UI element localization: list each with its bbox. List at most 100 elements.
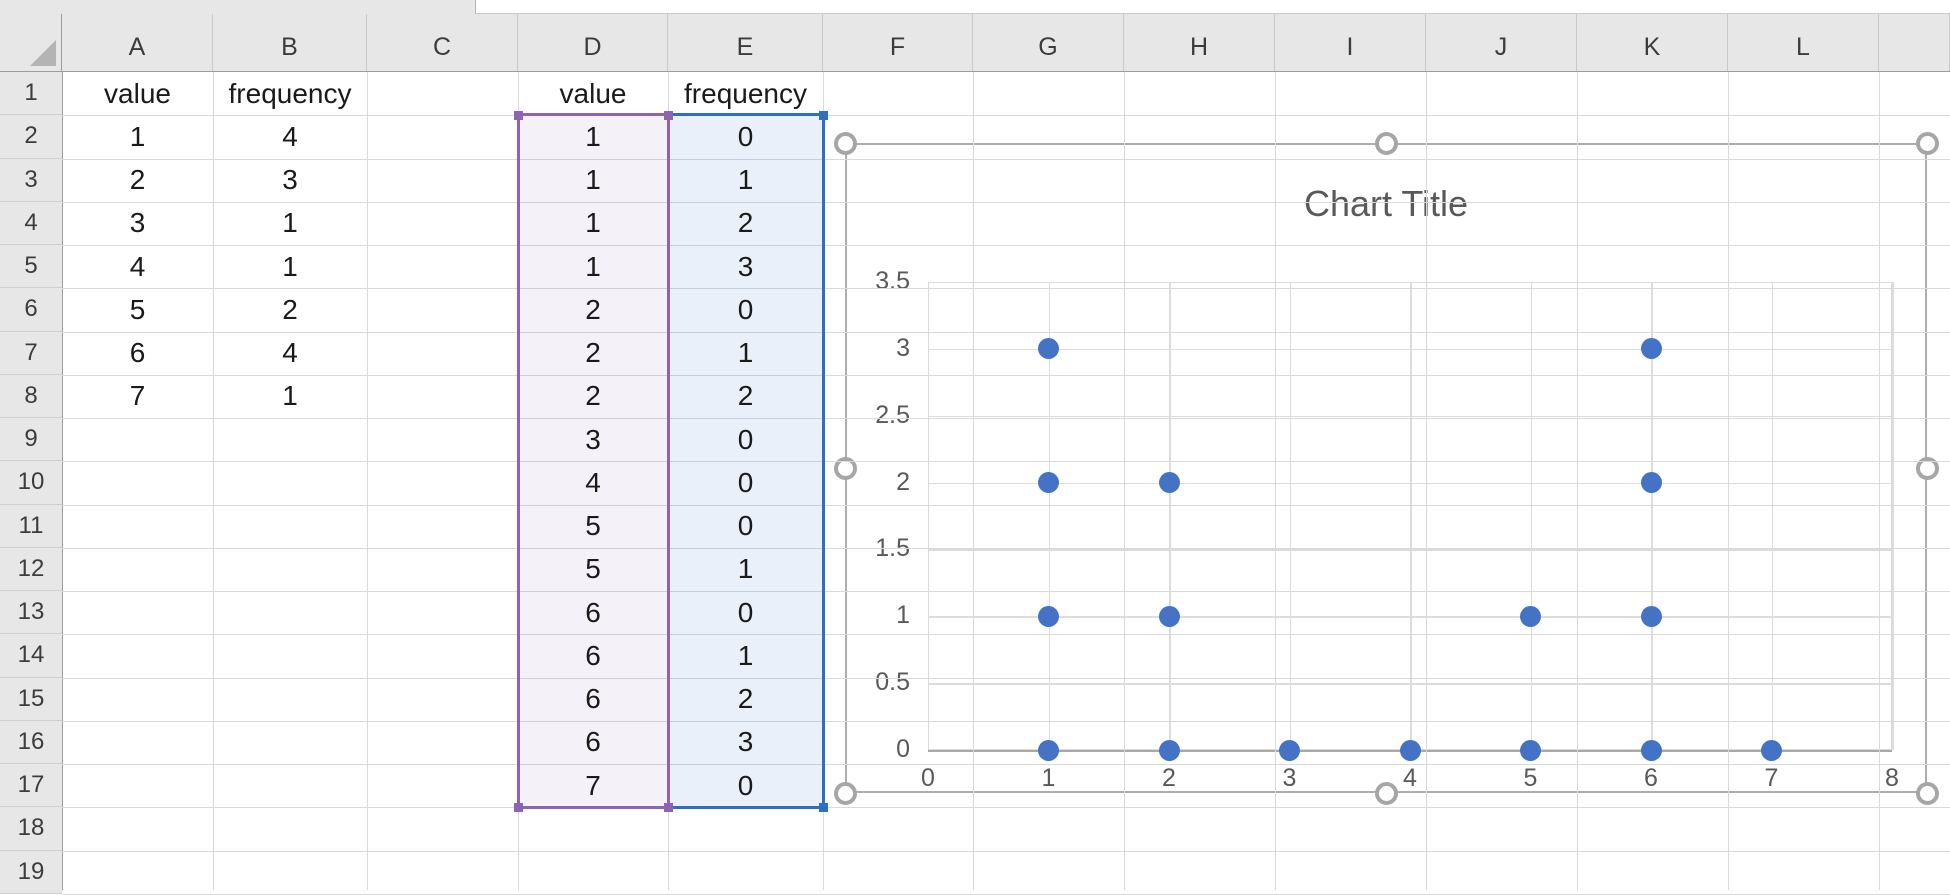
selected-range-frequencies-border[interactable]	[667, 113, 825, 810]
range-resize-handle[interactable]	[664, 111, 673, 121]
row-header-15[interactable]: 15	[0, 677, 62, 721]
row-header-17[interactable]: 17	[0, 764, 62, 808]
range-resize-handle[interactable]	[514, 111, 523, 121]
cell-D2[interactable]: 1	[585, 120, 601, 152]
column-header-F[interactable]: F	[823, 14, 973, 71]
column-header-I[interactable]: I	[1275, 14, 1426, 71]
row-header-3[interactable]: 3	[0, 158, 62, 202]
cell-E2[interactable]: 0	[737, 120, 754, 152]
column-header-D[interactable]: D	[518, 14, 668, 71]
cell-E4[interactable]: 2	[737, 207, 754, 239]
cell-E11[interactable]: 0	[737, 510, 754, 542]
cell-B3[interactable]: 3	[282, 164, 298, 196]
cell-D6[interactable]: 2	[585, 293, 601, 325]
row-header-16[interactable]: 16	[0, 720, 62, 764]
data-point[interactable]	[1038, 605, 1059, 627]
cell-A8[interactable]: 7	[129, 380, 146, 412]
cell-B5[interactable]: 1	[282, 250, 298, 282]
cell-A4[interactable]: 3	[129, 207, 146, 239]
cell-D15[interactable]: 6	[585, 683, 601, 715]
cell-A7[interactable]: 6	[129, 337, 146, 369]
cell-D10[interactable]: 4	[585, 466, 601, 498]
chart-resize-handle[interactable]	[834, 782, 857, 805]
column-header-C[interactable]: C	[367, 14, 518, 71]
data-point[interactable]	[1520, 605, 1541, 627]
cell-E1[interactable]: frequency	[684, 77, 807, 109]
row-header-8[interactable]: 8	[0, 374, 62, 418]
chart-title[interactable]: Chart Title	[1303, 183, 1469, 224]
cell-B4[interactable]: 1	[282, 207, 298, 239]
row-header-6[interactable]: 6	[0, 288, 62, 332]
data-point[interactable]	[1640, 472, 1662, 494]
cell-D5[interactable]: 1	[585, 250, 601, 282]
data-point[interactable]	[1640, 739, 1662, 761]
cell-A1[interactable]: value	[104, 77, 171, 109]
row-header-9[interactable]: 9	[0, 418, 62, 462]
cell-D1[interactable]: value	[559, 77, 627, 109]
chart-resize-handle[interactable]	[834, 132, 857, 155]
data-point[interactable]	[1399, 739, 1421, 761]
row-header-12[interactable]: 12	[0, 547, 62, 591]
row-header-14[interactable]: 14	[0, 634, 62, 678]
cell-E17[interactable]: 0	[737, 769, 754, 801]
column-header-A[interactable]: A	[62, 14, 213, 71]
cell-E14[interactable]: 1	[737, 639, 754, 671]
cell-E5[interactable]: 3	[737, 250, 754, 282]
cell-D4[interactable]: 1	[585, 207, 601, 239]
cell-D13[interactable]: 6	[585, 596, 601, 628]
range-resize-handle[interactable]	[819, 111, 828, 121]
column-header-E[interactable]: E	[668, 14, 823, 71]
cell-E13[interactable]: 0	[737, 596, 754, 628]
data-point[interactable]	[1158, 739, 1180, 761]
data-point[interactable]	[1038, 472, 1059, 494]
chart-resize-handle[interactable]	[1916, 782, 1939, 805]
cell-D3[interactable]: 1	[585, 164, 601, 196]
data-point[interactable]	[1640, 605, 1662, 627]
row-header-10[interactable]: 10	[0, 461, 62, 505]
data-point[interactable]	[1158, 605, 1180, 627]
row-header-18[interactable]: 18	[0, 807, 62, 851]
range-resize-handle[interactable]	[514, 803, 523, 813]
data-point[interactable]	[1761, 739, 1782, 761]
selected-range-values-border[interactable]	[517, 113, 670, 810]
data-point[interactable]	[1640, 338, 1662, 360]
cell-D11[interactable]: 5	[585, 510, 601, 542]
column-header-partial[interactable]	[1879, 14, 1950, 71]
column-header-K[interactable]: K	[1577, 14, 1728, 71]
cell-E9[interactable]: 0	[737, 423, 754, 455]
column-header-J[interactable]: J	[1426, 14, 1577, 71]
cell-D12[interactable]: 5	[585, 553, 601, 585]
column-header-L[interactable]: L	[1728, 14, 1879, 71]
cell-D7[interactable]: 2	[585, 337, 601, 369]
cell-E10[interactable]: 0	[737, 466, 754, 498]
cell-A2[interactable]: 1	[129, 120, 146, 152]
cell-B6[interactable]: 2	[282, 293, 298, 325]
cell-B1[interactable]: frequency	[228, 77, 352, 109]
cell-E16[interactable]: 3	[737, 726, 754, 758]
cell-D8[interactable]: 2	[585, 380, 601, 412]
row-header-4[interactable]: 4	[0, 201, 62, 245]
row-header-11[interactable]: 11	[0, 504, 62, 548]
row-header-1[interactable]: 1	[0, 72, 62, 116]
column-header-B[interactable]: B	[213, 14, 367, 71]
data-point[interactable]	[1520, 739, 1541, 761]
cell-D17[interactable]: 7	[585, 769, 601, 801]
chart-resize-handle[interactable]	[1916, 457, 1939, 480]
chart-resize-handle[interactable]	[1375, 782, 1398, 805]
cell-E15[interactable]: 2	[737, 683, 754, 715]
range-resize-handle[interactable]	[819, 803, 828, 813]
chart-resize-handle[interactable]	[1375, 132, 1398, 155]
cell-D14[interactable]: 6	[585, 639, 601, 671]
cell-A3[interactable]: 2	[129, 164, 146, 196]
cell-E8[interactable]: 2	[737, 380, 754, 412]
range-resize-handle[interactable]	[664, 803, 673, 813]
row-header-5[interactable]: 5	[0, 245, 62, 289]
column-header-G[interactable]: G	[973, 14, 1124, 71]
cell-A5[interactable]: 4	[129, 250, 146, 282]
cell-A6[interactable]: 5	[129, 293, 146, 325]
data-point[interactable]	[1038, 338, 1059, 360]
cell-D9[interactable]: 3	[585, 423, 601, 455]
row-header-13[interactable]: 13	[0, 591, 62, 635]
select-all-corner[interactable]	[0, 14, 62, 71]
cell-B2[interactable]: 4	[282, 120, 298, 152]
